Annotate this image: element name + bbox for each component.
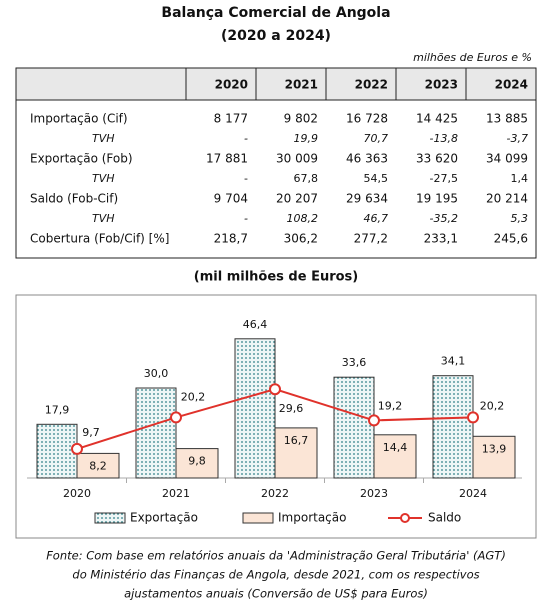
marker <box>368 414 380 427</box>
title: Balança Comercial de Angola <box>161 5 390 21</box>
data-label: 16,7 <box>284 434 309 447</box>
cell: 233,1 <box>424 232 458 246</box>
legend-label: Importação <box>278 511 346 525</box>
cell: 54,5 <box>364 172 389 185</box>
x-tick-label: 2024 <box>459 487 487 500</box>
cell: 1,4 <box>511 172 529 185</box>
column-header: 2020 <box>215 78 248 92</box>
subtitle: (2020 a 2024) <box>221 28 331 44</box>
data-label: 30,0 <box>144 367 169 380</box>
data-label: 8,2 <box>89 459 107 472</box>
cell: -27,5 <box>430 172 458 185</box>
cell: - <box>244 132 248 145</box>
data-label: 17,9 <box>45 403 70 416</box>
data-label: 19,2 <box>378 399 403 412</box>
cell: 20 214 <box>486 192 528 206</box>
cell: 5,3 <box>511 212 529 225</box>
row-label: Exportação (Fob) <box>30 152 133 166</box>
data-label: 13,9 <box>482 442 507 455</box>
x-tick-label: 2021 <box>162 487 190 500</box>
cell: 46 363 <box>346 152 388 166</box>
cell: -35,2 <box>430 212 458 225</box>
footnote: Fonte: Com base em relatórios anuais da … <box>46 549 506 563</box>
legend-marker <box>400 513 410 523</box>
cell: 67,8 <box>294 172 319 185</box>
x-tick-label: 2020 <box>63 487 91 500</box>
cell: 33 620 <box>416 152 458 166</box>
marker <box>71 442 83 455</box>
cell: - <box>244 212 248 225</box>
cell: 17 881 <box>206 152 248 166</box>
cell: 9 802 <box>284 112 318 126</box>
data-label: 46,4 <box>243 318 268 331</box>
cell: - <box>244 172 248 185</box>
table-header-bg <box>15 67 537 101</box>
marker <box>269 383 281 396</box>
cell: 16 728 <box>346 112 388 126</box>
column-header: 2023 <box>425 78 458 92</box>
cell: 13 885 <box>486 112 528 126</box>
x-tick-label: 2023 <box>360 487 388 500</box>
cell: 108,2 <box>287 212 319 225</box>
cell: -3,7 <box>507 132 528 145</box>
data-label: 14,4 <box>383 441 408 454</box>
row-label: TVH <box>92 132 115 145</box>
data-label: 33,6 <box>342 356 367 369</box>
legend-swatch <box>242 512 274 524</box>
bar <box>36 423 78 479</box>
bar <box>472 435 516 479</box>
footnote: do Ministério das Finanças de Angola, de… <box>72 568 479 582</box>
cell: 306,2 <box>284 232 318 246</box>
marker <box>170 411 182 424</box>
footnote: ajustamentos anuais (Conversão de US$ pa… <box>124 587 428 601</box>
data-label: 29,6 <box>279 402 304 415</box>
data-label: 9,8 <box>188 455 206 468</box>
cell: 245,6 <box>494 232 528 246</box>
data-label: 20,2 <box>480 399 505 412</box>
row-label: Saldo (Fob-Cif) <box>30 192 118 206</box>
bar <box>274 427 318 479</box>
cell: 19,9 <box>294 132 319 145</box>
row-label: Importação (Cif) <box>30 112 128 126</box>
units: milhões de Euros e % <box>413 51 532 64</box>
table-body-border <box>15 99 537 259</box>
x-tick-label: 2022 <box>261 487 289 500</box>
bar <box>135 387 177 479</box>
column-header: 2022 <box>355 78 388 92</box>
data-label: 9,7 <box>82 426 100 439</box>
bar <box>234 338 276 479</box>
cell: 70,7 <box>364 132 389 145</box>
chart-title: (mil milhões de Euros) <box>194 270 358 285</box>
cell: -13,8 <box>430 132 458 145</box>
data-label: 20,2 <box>181 390 206 403</box>
cell: 19 195 <box>416 192 458 206</box>
bar <box>432 375 474 479</box>
bar <box>373 434 417 479</box>
row-label: Cobertura (Fob/Cif) [%] <box>30 232 169 246</box>
cell: 218,7 <box>214 232 248 246</box>
column-header: 2024 <box>495 78 528 92</box>
bar <box>333 376 375 479</box>
row-label: TVH <box>92 212 115 225</box>
cell: 20 207 <box>276 192 318 206</box>
legend-label: Saldo <box>428 511 461 525</box>
column-header: 2021 <box>285 78 318 92</box>
row-label: TVH <box>92 172 115 185</box>
marker <box>467 411 479 424</box>
data-label: 34,1 <box>441 355 466 368</box>
cell: 29 634 <box>346 192 388 206</box>
legend-label: Exportação <box>130 511 198 525</box>
cell: 46,7 <box>364 212 389 225</box>
cell: 30 009 <box>276 152 318 166</box>
bar <box>175 448 219 479</box>
cell: 277,2 <box>354 232 388 246</box>
cell: 8 177 <box>214 112 248 126</box>
cell: 14 425 <box>416 112 458 126</box>
cell: 34 099 <box>486 152 528 166</box>
cell: 9 704 <box>214 192 248 206</box>
legend-swatch <box>94 512 126 524</box>
bar <box>76 452 120 479</box>
